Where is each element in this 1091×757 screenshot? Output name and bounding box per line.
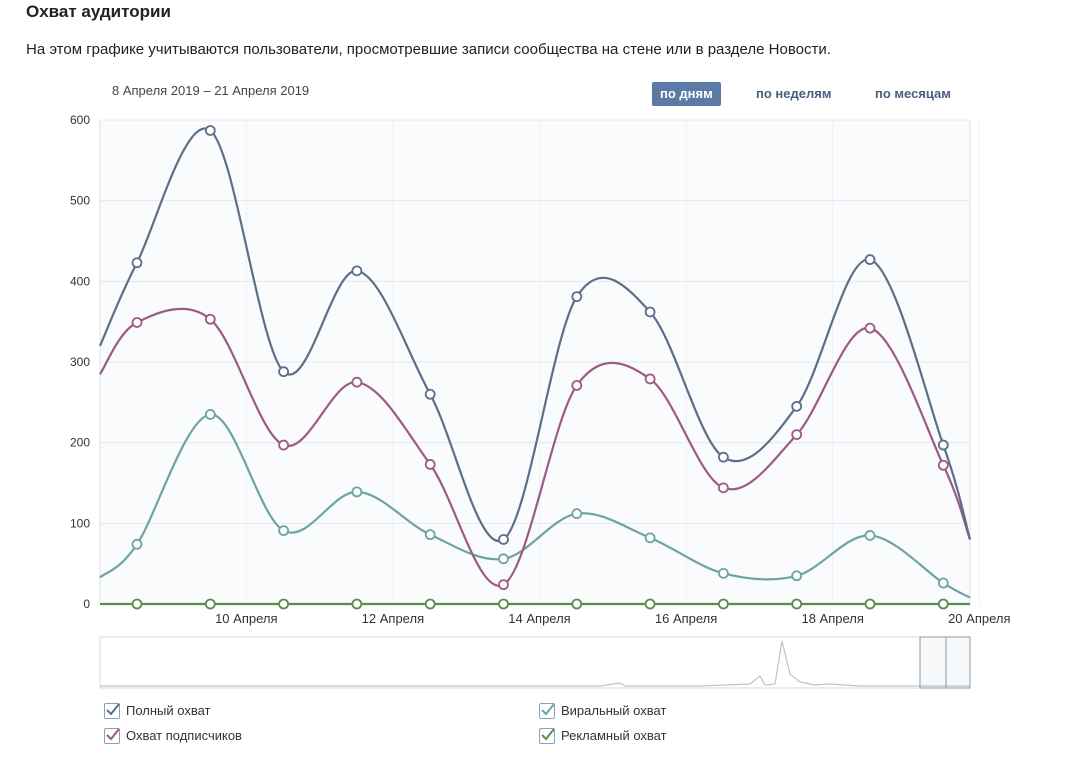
data-point[interactable] (571, 379, 583, 391)
checkbox-checked-icon[interactable] (539, 703, 555, 719)
checkbox-checked-icon[interactable] (104, 728, 120, 744)
x-tick-label: 12 Апреля (362, 611, 424, 626)
data-point[interactable] (278, 525, 290, 536)
data-point[interactable] (937, 598, 949, 610)
period-weeks-button[interactable]: по неделям (756, 86, 832, 101)
data-point[interactable] (424, 388, 436, 400)
overview-panel[interactable] (99, 636, 971, 689)
y-tick-label: 100 (70, 516, 90, 530)
data-point[interactable] (718, 482, 729, 494)
data-point[interactable] (644, 373, 656, 385)
data-point[interactable] (644, 532, 656, 544)
data-point[interactable] (937, 439, 949, 451)
y-tick-label: 300 (70, 355, 90, 369)
checkbox-checked-icon[interactable] (104, 703, 120, 719)
data-point[interactable] (644, 598, 656, 610)
data-point[interactable] (718, 567, 729, 579)
data-point[interactable] (278, 439, 290, 451)
section-title: Охват аудитории (26, 2, 171, 21)
data-point[interactable] (498, 598, 509, 610)
overview-selection-window[interactable] (945, 636, 971, 689)
data-point[interactable] (131, 538, 143, 550)
data-point[interactable] (204, 313, 216, 325)
data-point[interactable] (791, 570, 803, 582)
data-point[interactable] (351, 376, 363, 388)
y-tick-label: 600 (70, 113, 90, 127)
x-tick-label: 18 Апреля (801, 611, 863, 626)
data-point[interactable] (351, 486, 363, 498)
series-subscriber-reach-line (99, 307, 972, 587)
data-point[interactable] (571, 291, 583, 303)
data-point[interactable] (644, 306, 656, 318)
data-point[interactable] (791, 400, 803, 412)
y-tick-label: 0 (83, 597, 90, 611)
x-tick-label: 14 Апреля (508, 611, 570, 626)
data-point[interactable] (204, 125, 216, 136)
data-point[interactable] (204, 409, 216, 420)
data-point[interactable] (351, 265, 363, 277)
data-point[interactable] (864, 598, 876, 610)
data-point[interactable] (424, 598, 436, 610)
data-point[interactable] (571, 508, 583, 520)
legend-label: Охват подписчиков (126, 728, 242, 743)
data-point[interactable] (131, 317, 143, 328)
date-range[interactable]: 8 Апреля 2019 – 21 Апреля 2019 (112, 83, 310, 98)
data-point[interactable] (278, 366, 290, 378)
data-point[interactable] (937, 459, 949, 471)
data-point[interactable] (424, 459, 436, 470)
legend-label: Рекламный охват (561, 728, 667, 743)
checkbox-checked-icon[interactable] (539, 728, 555, 744)
data-point[interactable] (424, 529, 436, 541)
x-tick-label: 20 Апреля (948, 611, 1010, 626)
data-point[interactable] (204, 598, 216, 610)
data-point[interactable] (718, 451, 729, 463)
legend-label: Полный охват (126, 703, 211, 718)
series-total-reach-line (98, 127, 972, 543)
y-tick-label: 400 (70, 274, 90, 288)
legend-label: Виральный охват (561, 703, 667, 718)
data-point[interactable] (864, 530, 876, 541)
data-point[interactable] (131, 257, 143, 269)
period-months-button[interactable]: по месяцам (875, 86, 951, 101)
y-tick-label: 500 (70, 194, 90, 208)
x-tick-label: 10 Апреля (215, 611, 277, 626)
overview-selection-handle[interactable] (919, 636, 947, 689)
data-point[interactable] (571, 598, 583, 610)
data-point[interactable] (498, 534, 509, 545)
data-point[interactable] (791, 598, 803, 610)
data-point[interactable] (351, 598, 363, 610)
y-tick-label: 200 (70, 436, 90, 450)
data-point[interactable] (131, 598, 143, 610)
data-point[interactable] (791, 429, 803, 441)
overview-sparkline (100, 640, 970, 687)
x-tick-label: 16 Апреля (655, 611, 717, 626)
chart-description: На этом графике учитываются пользователи… (26, 41, 831, 58)
data-point[interactable] (864, 254, 876, 265)
data-point[interactable] (498, 579, 509, 591)
data-point[interactable] (718, 598, 729, 610)
data-point[interactable] (864, 322, 876, 334)
data-point[interactable] (278, 598, 290, 610)
period-days-button[interactable]: по дням (652, 82, 721, 106)
data-point[interactable] (937, 577, 949, 589)
data-point[interactable] (498, 553, 509, 565)
